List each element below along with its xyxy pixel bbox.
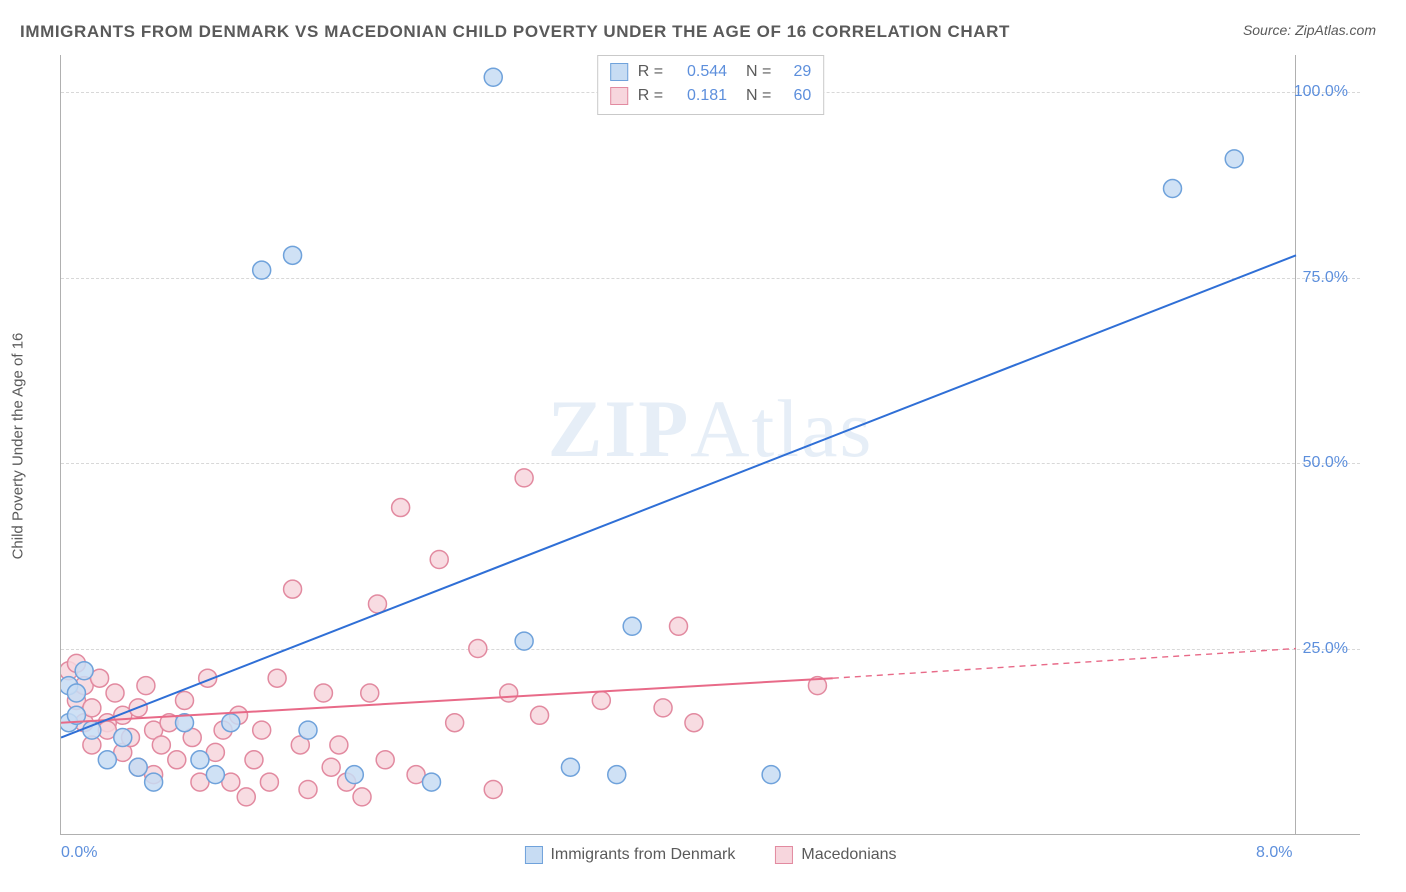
legend-item-denmark: Immigrants from Denmark: [524, 846, 735, 864]
r-value-denmark: 0.544: [673, 63, 727, 81]
data-point-denmark: [75, 662, 93, 680]
data-point-denmark: [191, 751, 209, 769]
data-point-denmark: [222, 714, 240, 732]
data-point-macedonians: [322, 758, 340, 776]
data-point-macedonians: [670, 617, 688, 635]
data-point-macedonians: [430, 550, 448, 568]
legend-series: Immigrants from Denmark Macedonians: [524, 846, 896, 864]
chart-title: IMMIGRANTS FROM DENMARK VS MACEDONIAN CH…: [20, 22, 1010, 42]
data-point-macedonians: [361, 684, 379, 702]
chart-svg: [61, 55, 1360, 834]
data-point-macedonians: [654, 699, 672, 717]
r-label: R =: [638, 63, 663, 81]
data-point-macedonians: [531, 706, 549, 724]
data-point-macedonians: [330, 736, 348, 754]
legend-item-macedonians: Macedonians: [775, 846, 896, 864]
swatch-macedonians: [775, 846, 793, 864]
data-point-macedonians: [168, 751, 186, 769]
data-point-macedonians: [314, 684, 332, 702]
regression-line-dash-macedonians: [833, 649, 1296, 679]
data-point-macedonians: [253, 721, 271, 739]
data-point-denmark: [145, 773, 163, 791]
source-name: ZipAtlas.com: [1295, 22, 1376, 38]
data-point-denmark: [345, 766, 363, 784]
data-point-macedonians: [353, 788, 371, 806]
data-point-macedonians: [500, 684, 518, 702]
data-point-denmark: [129, 758, 147, 776]
data-point-macedonians: [368, 595, 386, 613]
data-point-denmark: [284, 246, 302, 264]
data-point-denmark: [67, 684, 85, 702]
data-point-denmark: [299, 721, 317, 739]
data-point-macedonians: [685, 714, 703, 732]
data-point-macedonians: [376, 751, 394, 769]
xtick-label: 0.0%: [61, 844, 97, 862]
n-label: N =: [737, 87, 771, 105]
data-point-denmark: [484, 68, 502, 86]
data-point-macedonians: [237, 788, 255, 806]
plot-area: ZIPAtlas R = 0.544 N = 29 R = 0.181 N = …: [60, 55, 1360, 835]
data-point-macedonians: [592, 691, 610, 709]
data-point-macedonians: [260, 773, 278, 791]
data-point-denmark: [608, 766, 626, 784]
legend-label-macedonians: Macedonians: [801, 846, 896, 864]
data-point-denmark: [561, 758, 579, 776]
data-point-denmark: [206, 766, 224, 784]
data-point-macedonians: [446, 714, 464, 732]
data-point-macedonians: [299, 780, 317, 798]
data-point-macedonians: [106, 684, 124, 702]
swatch-denmark: [610, 63, 628, 81]
data-point-denmark: [423, 773, 441, 791]
swatch-macedonians: [610, 87, 628, 105]
data-point-macedonians: [469, 640, 487, 658]
data-point-macedonians: [245, 751, 263, 769]
data-point-denmark: [253, 261, 271, 279]
data-point-denmark: [623, 617, 641, 635]
data-point-denmark: [114, 729, 132, 747]
data-point-macedonians: [176, 691, 194, 709]
n-value-denmark: 29: [781, 63, 811, 81]
y-axis-label: Child Poverty Under the Age of 16: [10, 333, 27, 560]
data-point-macedonians: [515, 469, 533, 487]
data-point-macedonians: [268, 669, 286, 687]
data-point-denmark: [1225, 150, 1243, 168]
legend-row-macedonians: R = 0.181 N = 60: [610, 84, 812, 108]
data-point-macedonians: [484, 780, 502, 798]
data-point-denmark: [98, 751, 116, 769]
r-value-macedonians: 0.181: [673, 87, 727, 105]
r-label: R =: [638, 87, 663, 105]
data-point-denmark: [762, 766, 780, 784]
swatch-denmark: [524, 846, 542, 864]
data-point-macedonians: [137, 677, 155, 695]
data-point-macedonians: [284, 580, 302, 598]
legend-label-denmark: Immigrants from Denmark: [550, 846, 735, 864]
source-attribution: Source: ZipAtlas.com: [1243, 22, 1376, 38]
regression-line-denmark: [61, 255, 1296, 737]
data-point-denmark: [1164, 180, 1182, 198]
data-point-macedonians: [152, 736, 170, 754]
data-point-denmark: [515, 632, 533, 650]
source-prefix: Source:: [1243, 22, 1295, 38]
xtick-label: 8.0%: [1256, 844, 1292, 862]
legend-row-denmark: R = 0.544 N = 29: [610, 60, 812, 84]
n-label: N =: [737, 63, 771, 81]
legend-correlation-box: R = 0.544 N = 29 R = 0.181 N = 60: [597, 55, 825, 115]
n-value-macedonians: 60: [781, 87, 811, 105]
data-point-macedonians: [392, 499, 410, 517]
